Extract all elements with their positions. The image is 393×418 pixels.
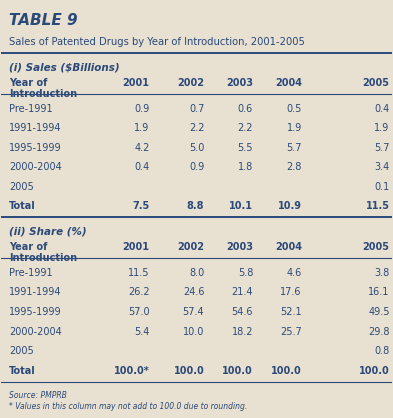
Text: 1995-1999: 1995-1999 xyxy=(9,143,62,153)
Text: 11.5: 11.5 xyxy=(128,268,150,278)
Text: Introduction: Introduction xyxy=(9,89,77,99)
Text: 17.6: 17.6 xyxy=(280,288,302,298)
Text: 2005: 2005 xyxy=(363,78,390,88)
Text: 1.9: 1.9 xyxy=(286,123,302,133)
Text: Total: Total xyxy=(9,365,36,375)
Text: 2000-2004: 2000-2004 xyxy=(9,162,62,172)
Text: 2005: 2005 xyxy=(9,346,34,356)
Text: 16.1: 16.1 xyxy=(368,288,390,298)
Text: 0.6: 0.6 xyxy=(238,104,253,114)
Text: 2.2: 2.2 xyxy=(238,123,253,133)
Text: 3.4: 3.4 xyxy=(375,162,390,172)
Text: 7.5: 7.5 xyxy=(132,201,150,211)
Text: 8.8: 8.8 xyxy=(187,201,204,211)
Text: 1.8: 1.8 xyxy=(238,162,253,172)
Text: 5.7: 5.7 xyxy=(286,143,302,153)
Text: * Values in this column may not add to 100.0 due to rounding.: * Values in this column may not add to 1… xyxy=(9,403,248,411)
Text: 24.6: 24.6 xyxy=(183,288,204,298)
Text: 57.4: 57.4 xyxy=(183,307,204,317)
Text: 54.6: 54.6 xyxy=(231,307,253,317)
Text: 2003: 2003 xyxy=(226,242,253,252)
Text: 2.8: 2.8 xyxy=(286,162,302,172)
Text: 2.2: 2.2 xyxy=(189,123,204,133)
Text: Year of: Year of xyxy=(9,78,48,88)
Text: 1995-1999: 1995-1999 xyxy=(9,307,62,317)
Text: 2005: 2005 xyxy=(9,181,34,191)
Text: 0.4: 0.4 xyxy=(134,162,150,172)
Text: 5.0: 5.0 xyxy=(189,143,204,153)
Text: 2002: 2002 xyxy=(177,242,204,252)
Text: Total: Total xyxy=(9,201,36,211)
Text: 0.9: 0.9 xyxy=(134,104,150,114)
Text: 8.0: 8.0 xyxy=(189,268,204,278)
Text: 100.0: 100.0 xyxy=(174,365,204,375)
Text: 0.7: 0.7 xyxy=(189,104,204,114)
Text: 0.5: 0.5 xyxy=(286,104,302,114)
Text: (ii) Share (%): (ii) Share (%) xyxy=(9,227,87,237)
Text: 18.2: 18.2 xyxy=(231,326,253,336)
Text: 3.8: 3.8 xyxy=(375,268,390,278)
Text: 11.5: 11.5 xyxy=(365,201,390,211)
Text: 0.9: 0.9 xyxy=(189,162,204,172)
Text: 1991-1994: 1991-1994 xyxy=(9,123,62,133)
Text: TABLE 9: TABLE 9 xyxy=(9,13,78,28)
Text: 2005: 2005 xyxy=(363,242,390,252)
Text: 10.1: 10.1 xyxy=(229,201,253,211)
Text: 100.0: 100.0 xyxy=(359,365,390,375)
Text: 1991-1994: 1991-1994 xyxy=(9,288,62,298)
Text: 29.8: 29.8 xyxy=(368,326,390,336)
Text: 100.0*: 100.0* xyxy=(114,365,150,375)
Text: 49.5: 49.5 xyxy=(368,307,390,317)
Text: 2001: 2001 xyxy=(123,78,150,88)
Text: 10.9: 10.9 xyxy=(278,201,302,211)
Text: 5.8: 5.8 xyxy=(238,268,253,278)
Text: 2002: 2002 xyxy=(177,78,204,88)
Text: 2003: 2003 xyxy=(226,78,253,88)
Text: 5.7: 5.7 xyxy=(374,143,390,153)
Text: 10.0: 10.0 xyxy=(183,326,204,336)
Text: 5.5: 5.5 xyxy=(238,143,253,153)
Text: 1.9: 1.9 xyxy=(375,123,390,133)
Text: (i) Sales ($Billions): (i) Sales ($Billions) xyxy=(9,62,120,72)
Text: Sales of Patented Drugs by Year of Introduction, 2001-2005: Sales of Patented Drugs by Year of Intro… xyxy=(9,37,305,47)
Text: 1.9: 1.9 xyxy=(134,123,150,133)
Text: 4.6: 4.6 xyxy=(286,268,302,278)
Text: 21.4: 21.4 xyxy=(231,288,253,298)
Text: 100.0: 100.0 xyxy=(271,365,302,375)
Text: 57.0: 57.0 xyxy=(128,307,150,317)
Text: 0.1: 0.1 xyxy=(375,181,390,191)
Text: Introduction: Introduction xyxy=(9,253,77,263)
Text: Pre-1991: Pre-1991 xyxy=(9,104,53,114)
Text: 0.4: 0.4 xyxy=(375,104,390,114)
Text: 0.8: 0.8 xyxy=(375,346,390,356)
Text: 2004: 2004 xyxy=(275,242,302,252)
Text: 25.7: 25.7 xyxy=(280,326,302,336)
Text: 26.2: 26.2 xyxy=(128,288,150,298)
Text: 5.4: 5.4 xyxy=(134,326,150,336)
Text: 100.0: 100.0 xyxy=(222,365,253,375)
Text: 2004: 2004 xyxy=(275,78,302,88)
Text: 52.1: 52.1 xyxy=(280,307,302,317)
Text: Source: PMPRB: Source: PMPRB xyxy=(9,391,67,400)
Text: 4.2: 4.2 xyxy=(134,143,150,153)
Text: 2001: 2001 xyxy=(123,242,150,252)
Text: 2000-2004: 2000-2004 xyxy=(9,326,62,336)
Text: Pre-1991: Pre-1991 xyxy=(9,268,53,278)
Text: Year of: Year of xyxy=(9,242,48,252)
